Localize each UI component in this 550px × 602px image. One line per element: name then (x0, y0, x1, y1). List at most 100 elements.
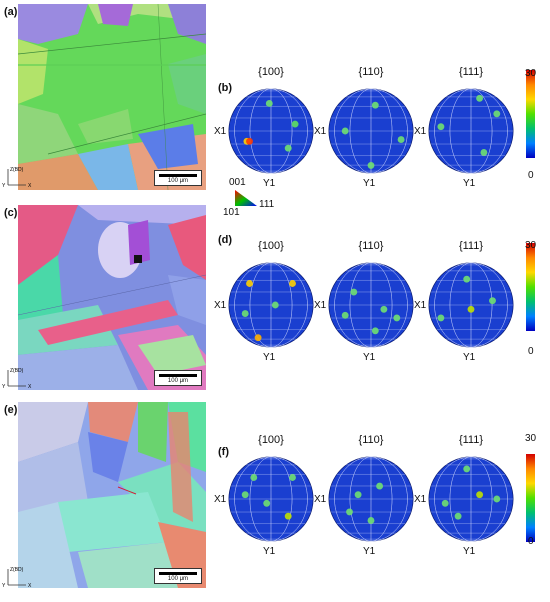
pole-spot (354, 491, 362, 499)
ipf-key-111: 111 (259, 199, 275, 210)
colorbar-f (526, 454, 535, 542)
panel-label-f: (f) (218, 446, 229, 458)
svg-text:Z(BD): Z(BD) (10, 167, 24, 173)
pf-title-b-0: {100} (258, 66, 284, 78)
pole-spot (241, 491, 249, 499)
svg-text:Y: Y (2, 583, 6, 587)
pole-spot (376, 482, 384, 490)
pole-spot (467, 305, 475, 313)
pf-title-d-2: {111} (458, 240, 484, 252)
pf-y-label: Y1 (463, 352, 476, 363)
pole-spot (476, 491, 484, 499)
panel-label-b: (b) (218, 82, 233, 94)
pf-x-label: X1 (314, 300, 327, 311)
pole-figure-b-2 (428, 88, 514, 174)
pole-spot (371, 101, 379, 109)
pole-spot (271, 301, 279, 309)
colorbar-b (526, 70, 535, 158)
pole-spot (367, 161, 375, 169)
panel-label-e: (e) (4, 404, 18, 416)
pole-spot (263, 499, 271, 507)
colorbar-max-label: 30 (525, 68, 537, 79)
pole-figure-d-0 (228, 262, 314, 348)
pf-title-f-2: {111} (458, 434, 484, 446)
pole-spot (341, 127, 349, 135)
pole-spot (493, 110, 501, 118)
scale-bar-e: 100 μm (154, 568, 202, 584)
pole-spot (291, 120, 299, 128)
svg-text:Y: Y (2, 384, 6, 388)
ebsd-map-c: 100 μm (18, 205, 206, 390)
pole-spot (463, 275, 471, 283)
pf-y-label: Y1 (263, 352, 276, 363)
pole-spot (476, 94, 484, 102)
pf-title-f-1: {110} (358, 434, 384, 446)
svg-text:X: X (28, 183, 32, 187)
ipf-key-001: 001 (229, 177, 246, 188)
svg-text:X: X (28, 384, 32, 388)
pole-spot (489, 297, 496, 305)
pf-x-label: X1 (414, 494, 427, 505)
panel-label-c: (c) (4, 207, 18, 219)
scale-bar-c: 100 μm (154, 370, 202, 386)
pole-spot (284, 144, 292, 152)
pole-spot (265, 100, 273, 107)
pf-title-d-1: {110} (358, 240, 384, 252)
pole-spot (246, 280, 253, 287)
pf-y-label: Y1 (463, 178, 476, 189)
ipf-color-key: 001 101 111 (223, 177, 283, 219)
colorbar-min-label: 0 (528, 170, 534, 181)
axes-indicator-a: Z(BD) Y X (2, 167, 32, 187)
pole-figure-b-0 (228, 88, 314, 174)
axes-indicator-c: Z(BD) Y X (2, 368, 32, 388)
ipf-triangle (235, 190, 257, 206)
pf-title-f-0: {100} (258, 434, 284, 446)
pole-spot (289, 280, 296, 287)
pole-spot (493, 495, 501, 503)
pf-title-b-1: {110} (358, 66, 384, 78)
ebsd-map-a: 100 μm (18, 4, 206, 190)
svg-text:Z(BD): Z(BD) (10, 368, 24, 374)
pole-figure-f-1 (328, 456, 414, 542)
pole-spot (371, 327, 379, 335)
pole-spot (367, 517, 375, 524)
pole-spot (437, 314, 445, 322)
pole-figure-d-2 (428, 262, 514, 348)
colorbar-max-label: 30 (525, 240, 537, 251)
pf-title-d-0: {100} (258, 240, 284, 252)
pf-x-label: X1 (314, 494, 327, 505)
pole-spot (250, 474, 258, 481)
pole-spot (346, 508, 353, 516)
scale-bar-a-label: 100 μm (167, 178, 189, 184)
pole-spot (441, 499, 449, 507)
pole-spot (397, 136, 405, 144)
pf-y-label: Y1 (463, 546, 476, 557)
scale-bar-a: 100 μm (154, 170, 202, 186)
pf-x-label: X1 (214, 300, 227, 311)
pf-x-label: X1 (314, 126, 327, 137)
svg-text:Y: Y (2, 183, 6, 187)
pole-spot (284, 512, 292, 520)
colorbar-min-label: 0 (528, 536, 534, 547)
pf-y-label: Y1 (363, 546, 376, 557)
pole-spot (380, 305, 388, 313)
pole-spot (393, 314, 401, 322)
scale-bar-c-label: 100 μm (167, 378, 189, 384)
svg-text:Z(BD): Z(BD) (10, 567, 24, 573)
pf-y-label: Y1 (263, 178, 276, 189)
panel-label-d: (d) (218, 234, 233, 246)
pole-spot (454, 512, 462, 520)
pole-figure-b-1 (328, 88, 414, 174)
pf-x-label: X1 (414, 126, 427, 137)
pole-spot (289, 474, 296, 481)
pole-spot (241, 310, 249, 318)
scale-bar-e-label: 100 μm (167, 576, 189, 582)
svg-text:X: X (28, 583, 32, 587)
pole-spot (480, 149, 488, 156)
pole-spot (463, 465, 471, 473)
axes-indicator-e: Z(BD) Y X (2, 567, 32, 587)
colorbar-max-label: 30 (525, 433, 537, 444)
pf-title-b-2: {111} (458, 66, 484, 78)
pf-y-label: Y1 (263, 546, 276, 557)
colorbar-d (526, 243, 535, 331)
